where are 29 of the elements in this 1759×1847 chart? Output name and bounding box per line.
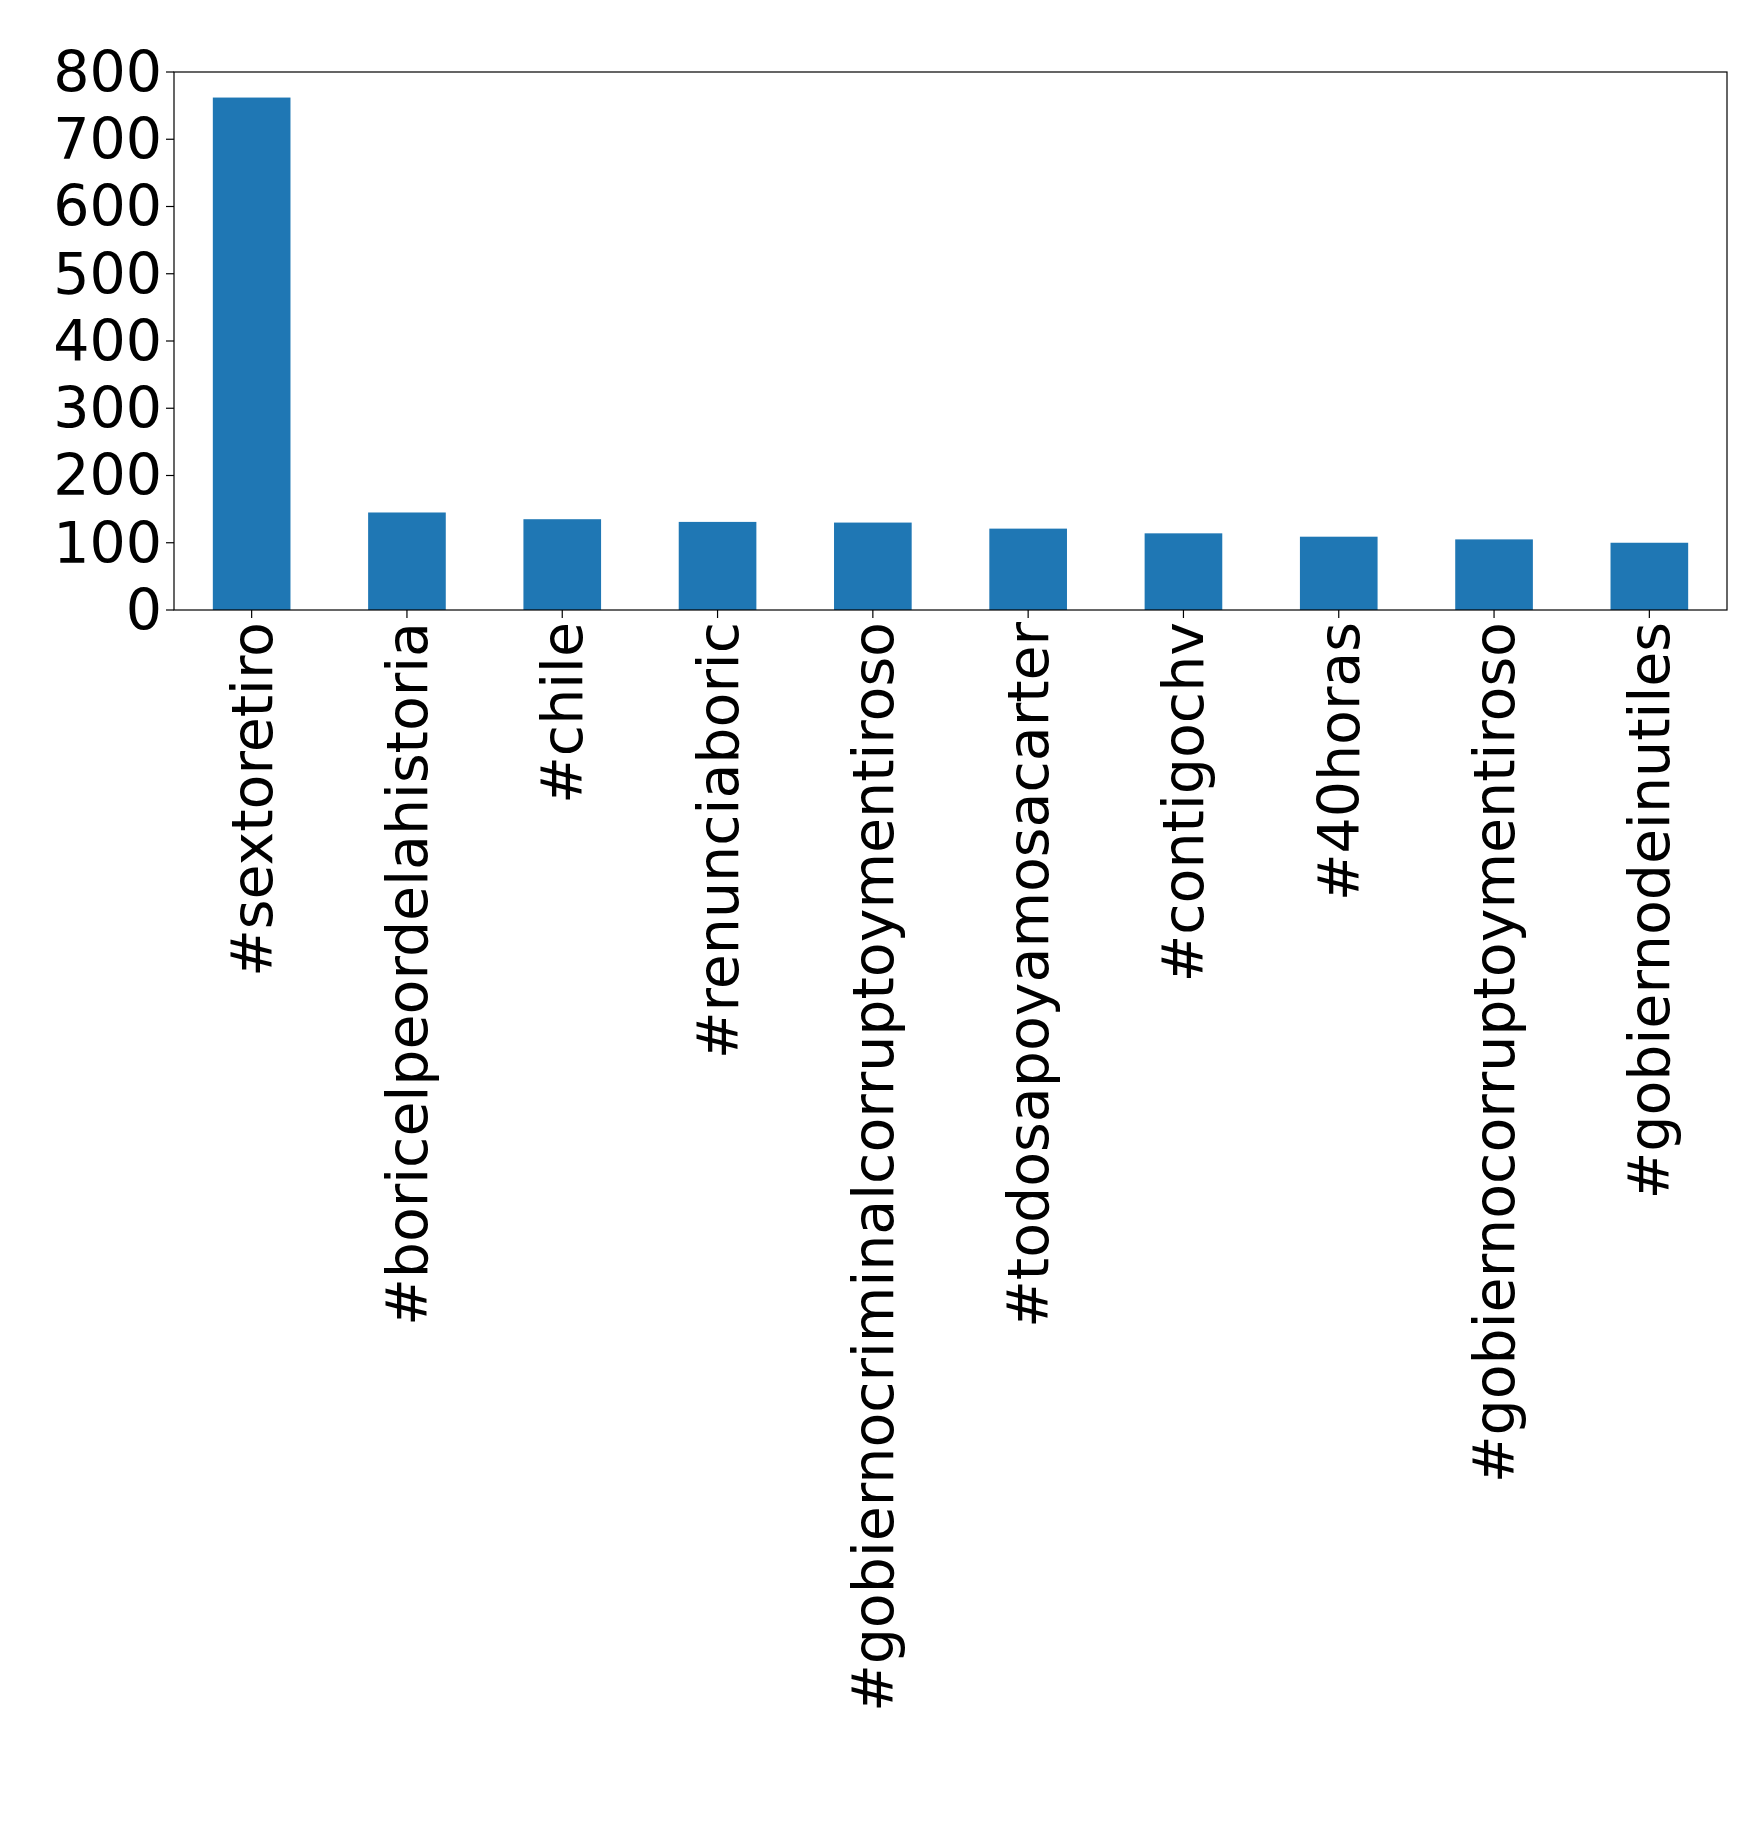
bar: [989, 528, 1067, 610]
x-tick-label: #todosapoyamosacarter: [995, 621, 1062, 1328]
x-tick-label: #gobiernocriminalcorruptoymentiroso: [839, 622, 906, 1713]
y-tick-label: 100: [53, 509, 162, 576]
bar: [1610, 542, 1689, 610]
bar: [834, 522, 912, 610]
bar: [1144, 533, 1223, 610]
y-tick-label: 800: [53, 38, 162, 105]
bar: [1455, 539, 1533, 610]
bar: [212, 97, 291, 610]
x-tick-label: #chile: [529, 622, 596, 804]
y-tick-label: 500: [53, 240, 162, 307]
x-tick-label: #boricelpeordelahistoria: [373, 622, 440, 1326]
y-tick-label: 400: [53, 307, 162, 374]
y-tick-label: 600: [53, 173, 162, 240]
x-tick-label: #sextoretiro: [218, 622, 285, 977]
x-tick-label: #contigochv: [1150, 622, 1217, 983]
bar: [678, 521, 757, 610]
x-tick-label: #gobiernocorruptoymentiroso: [1461, 622, 1527, 1484]
y-tick-label: 200: [53, 442, 162, 509]
bar: [1299, 536, 1378, 610]
x-tick-label: #40horas: [1305, 622, 1372, 902]
y-tick-label: 300: [53, 375, 162, 442]
y-tick-label: 700: [53, 106, 162, 173]
y-tick-label: 0: [125, 576, 162, 643]
bar: [523, 519, 602, 610]
x-tick-label: #renunciaboric: [684, 622, 751, 1060]
bar: [368, 512, 446, 610]
x-tick-label: #gobiernodeinutiles: [1616, 622, 1683, 1200]
